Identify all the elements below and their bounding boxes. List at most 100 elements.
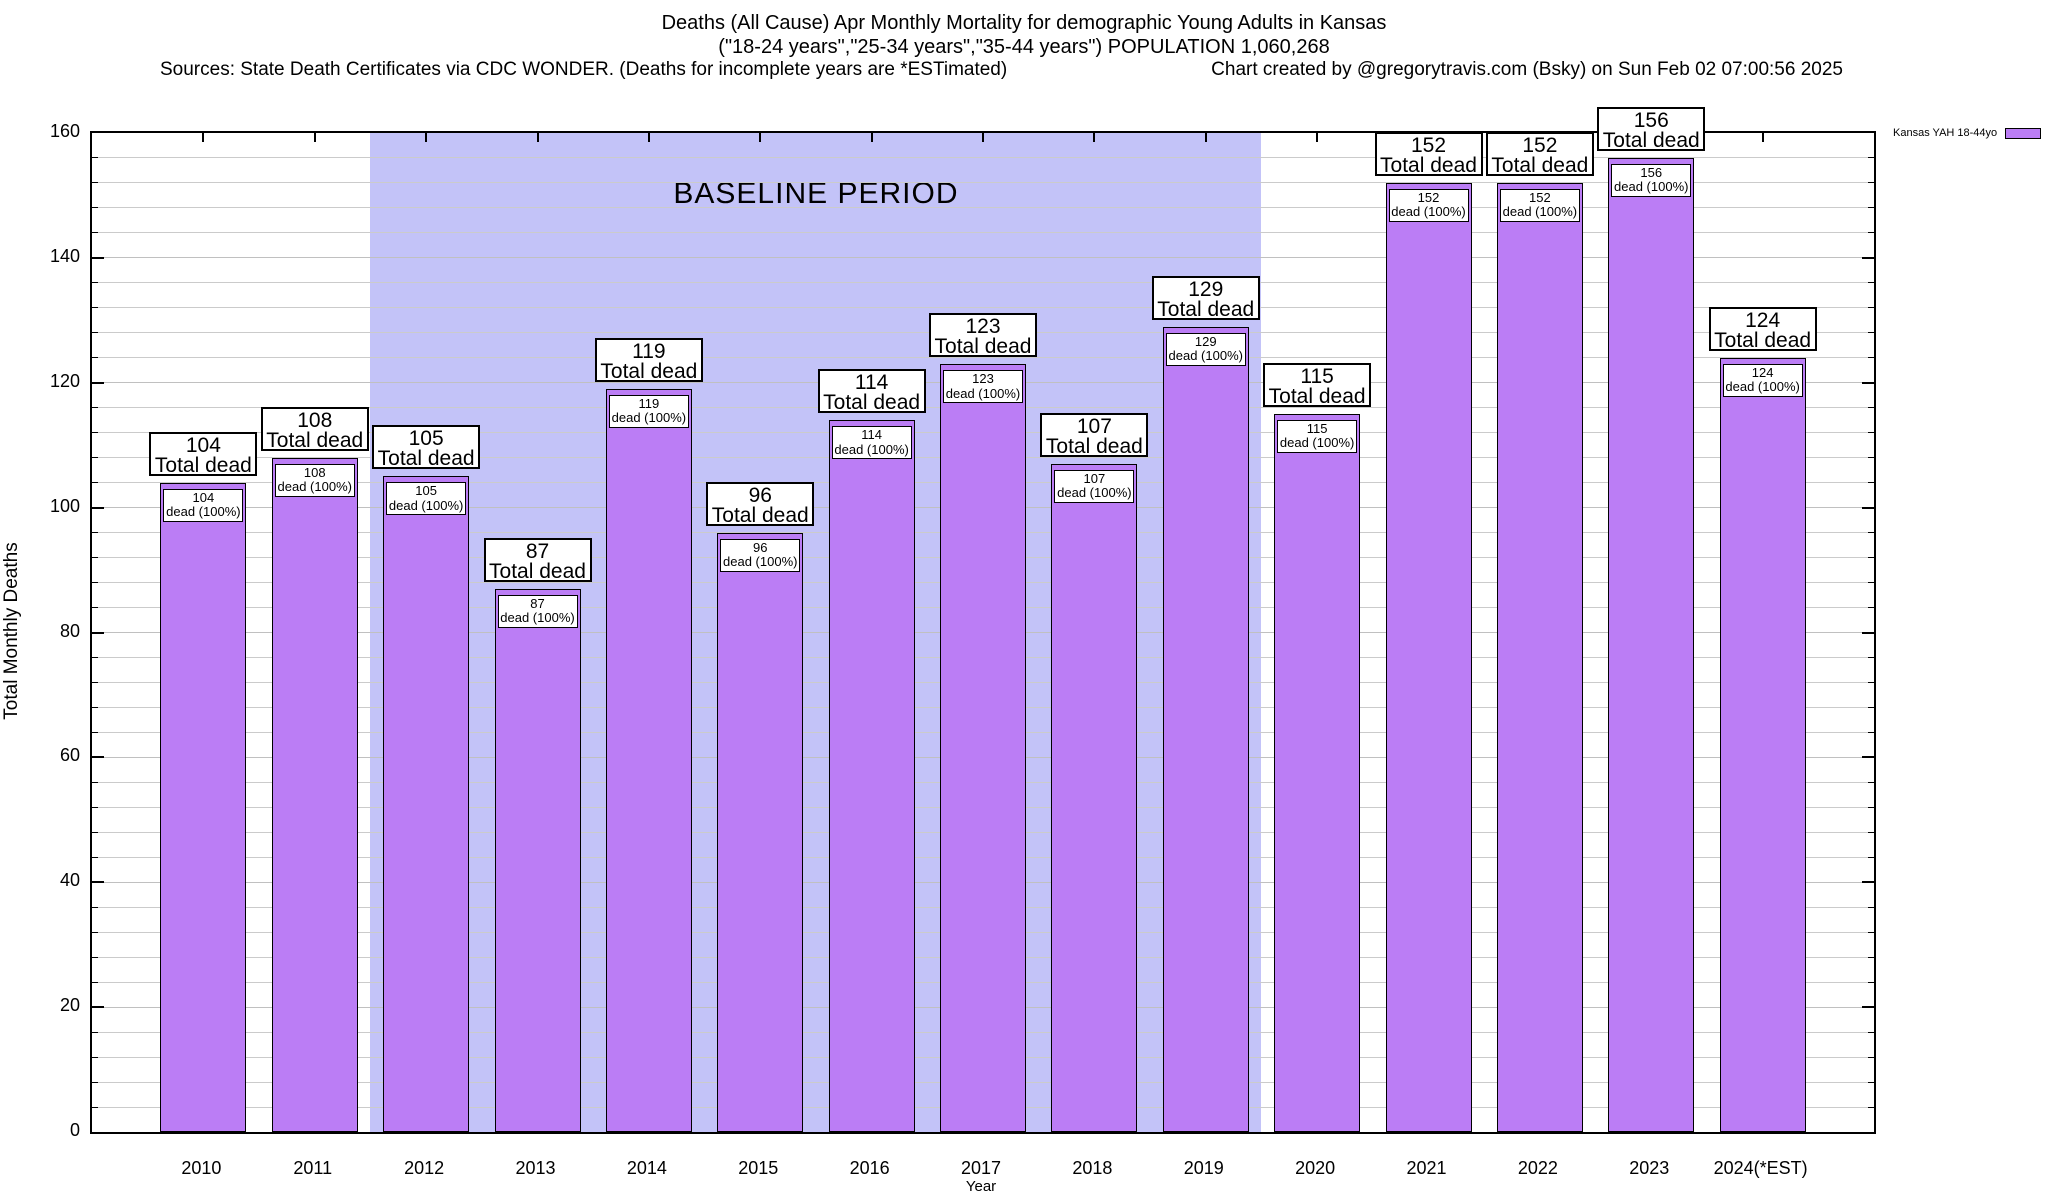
y-minor-tick-left-68	[92, 706, 98, 708]
x-tick-label-2013: 2013	[515, 1158, 556, 1178]
y-minor-tick-left-116	[92, 407, 98, 409]
bar-inner-label-2013: 87 dead (100%)	[497, 594, 578, 628]
y-major-tick-right-60	[1862, 756, 1874, 759]
y-minor-tick-right-44	[1868, 856, 1874, 858]
y-minor-tick-right-28	[1868, 956, 1874, 958]
bar-total-label-2017: 123 Total dead	[929, 313, 1037, 358]
y-minor-tick-left-4	[92, 1106, 98, 1108]
y-major-tick-left-20	[92, 1006, 104, 1009]
x-tick-label-2011: 2011	[293, 1158, 333, 1178]
x-tick-label-2020: 2020	[1295, 1158, 1336, 1178]
y-minor-tick-right-16	[1868, 1031, 1874, 1033]
bar-inner-label-2017: 123 dead (100%)	[943, 370, 1023, 404]
gridline-y-156	[92, 157, 1874, 159]
bar-2024(*EST): 124 dead (100%)	[1719, 357, 1806, 1132]
bar-total-label-2018: 107 Total dead	[1040, 412, 1149, 457]
bar-2010: 104 dead (100%)	[160, 482, 247, 1132]
bar-2018: 107 dead (100%)	[1051, 463, 1138, 1132]
bar-inner-label-2016: 114 dead (100%)	[831, 426, 912, 460]
y-major-tick-left-80	[92, 631, 104, 634]
y-major-tick-left-120	[92, 381, 104, 384]
y-major-tick-right-140	[1862, 256, 1874, 259]
bar-inner-label-2022: 152 dead (100%)	[1499, 188, 1580, 222]
gridline-y-136	[92, 282, 1874, 284]
x-tick-top-2016	[870, 133, 873, 142]
y-minor-tick-left-56	[92, 781, 98, 783]
y-tick-label-0: 0	[69, 1120, 80, 1140]
bar-2012: 105 dead (100%)	[383, 476, 470, 1132]
y-minor-tick-left-32	[92, 931, 98, 933]
bar-total-label-2020: 115 Total dead	[1263, 362, 1372, 407]
x-axis-title: Year	[965, 1178, 997, 1195]
y-major-tick-left-40	[92, 881, 104, 884]
y-minor-tick-left-72	[92, 681, 98, 683]
x-tick-top-2015	[759, 133, 762, 142]
bar-2013: 87 dead (100%)	[494, 588, 581, 1132]
x-tick-top-2020	[1316, 133, 1319, 142]
x-tick-label-2012: 2012	[404, 1158, 445, 1178]
y-minor-tick-left-76	[92, 656, 98, 658]
y-minor-tick-left-124	[92, 357, 98, 359]
bar-inner-label-2024(*EST): 124 dead (100%)	[1722, 363, 1803, 397]
legend-color-swatch-icon	[2005, 127, 2042, 139]
y-minor-tick-right-132	[1868, 307, 1874, 309]
y-major-tick-left-100	[92, 506, 104, 509]
x-tick-label-2024(*EST): 2024(*EST)	[1713, 1158, 1808, 1178]
bar-inner-label-2021: 152 dead (100%)	[1388, 188, 1469, 222]
y-major-tick-right-40	[1862, 881, 1874, 884]
y-minor-tick-right-96	[1868, 532, 1874, 534]
y-minor-tick-left-52	[92, 806, 98, 808]
y-major-tick-right-100	[1862, 506, 1874, 509]
y-minor-tick-right-112	[1868, 432, 1874, 434]
bar-inner-label-2011: 108 dead (100%)	[274, 463, 355, 497]
bar-2021: 152 dead (100%)	[1385, 182, 1472, 1132]
y-tick-label-20: 20	[59, 995, 80, 1016]
y-minor-tick-right-92	[1868, 557, 1874, 559]
chart-title: Deaths (All Cause) Apr Monthly Mortality…	[661, 12, 1387, 34]
y-minor-tick-left-132	[92, 307, 98, 309]
y-minor-tick-right-128	[1868, 332, 1874, 334]
y-tick-label-100: 100	[49, 495, 80, 516]
bar-2023: 156 dead (100%)	[1608, 157, 1695, 1132]
bar-inner-label-2019: 129 dead (100%)	[1165, 332, 1246, 366]
y-minor-tick-left-148	[92, 207, 98, 209]
chart-subtitle-population: ("18-24 years","25-34 years","35-44 year…	[718, 36, 1330, 58]
x-tick-label-2019: 2019	[1183, 1158, 1224, 1178]
y-minor-tick-right-36	[1868, 906, 1874, 908]
bar-total-label-2022: 152 Total dead	[1485, 131, 1594, 176]
y-minor-tick-left-92	[92, 557, 98, 559]
y-major-tick-left-140	[92, 256, 104, 259]
y-minor-tick-left-108	[92, 457, 98, 459]
y-minor-tick-right-156	[1868, 157, 1874, 159]
legend: Kansas YAH 18-44yo	[1893, 127, 2042, 139]
x-tick-label-2017: 2017	[960, 1158, 1002, 1178]
y-minor-tick-right-116	[1868, 407, 1874, 409]
gridline-y-152	[92, 182, 1874, 184]
bar-total-label-2014: 119 Total dead	[594, 337, 703, 382]
y-minor-tick-right-72	[1868, 681, 1874, 683]
y-minor-tick-right-148	[1868, 207, 1874, 209]
x-tick-label-2010: 2010	[181, 1158, 222, 1178]
gridline-y-148	[92, 207, 1874, 209]
y-minor-tick-right-32	[1868, 931, 1874, 933]
bar-total-label-2023: 156 Total dead	[1597, 106, 1706, 151]
bar-inner-label-2023: 156 dead (100%)	[1611, 163, 1692, 197]
y-minor-tick-left-84	[92, 607, 98, 609]
y-minor-tick-right-52	[1868, 806, 1874, 808]
y-tick-label-120: 120	[49, 370, 80, 391]
x-tick-label-2014: 2014	[626, 1158, 667, 1178]
y-minor-tick-right-56	[1868, 781, 1874, 783]
bar-total-label-2016: 114 Total dead	[817, 369, 926, 414]
y-tick-label-40: 40	[59, 870, 80, 891]
y-minor-tick-left-136	[92, 282, 98, 284]
gridline-y-140	[92, 257, 1874, 259]
x-tick-top-2019	[1204, 133, 1207, 142]
y-minor-tick-right-76	[1868, 656, 1874, 658]
x-tick-top-2012	[425, 133, 428, 142]
bar-inner-label-2012: 105 dead (100%)	[386, 482, 467, 516]
x-tick-label-2022: 2022	[1517, 1158, 1558, 1178]
y-major-tick-right-120	[1862, 381, 1874, 384]
y-minor-tick-left-104	[92, 482, 98, 484]
bar-2022: 152 dead (100%)	[1496, 182, 1583, 1132]
x-tick-top-2014	[647, 133, 650, 142]
